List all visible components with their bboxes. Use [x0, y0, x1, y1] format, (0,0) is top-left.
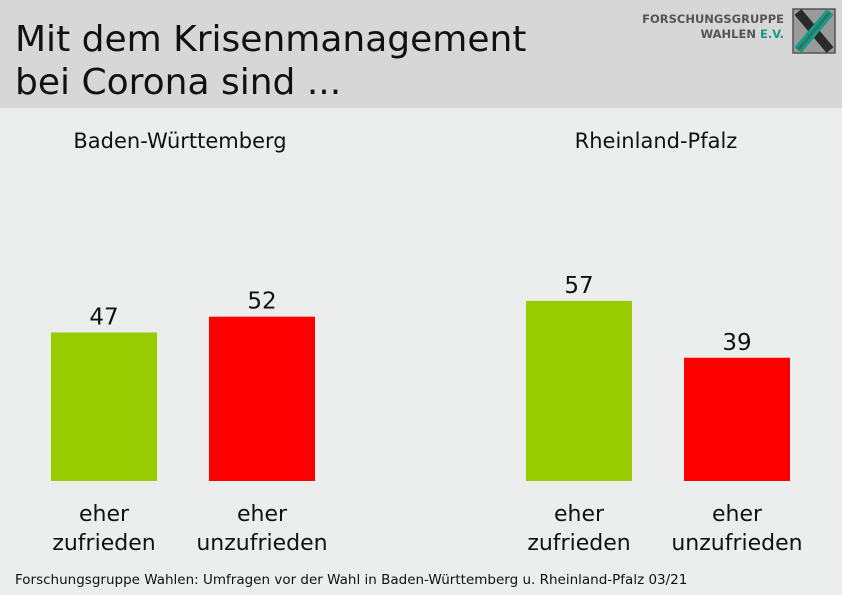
page-title: Mit dem Krisenmanagement bei Corona sind…	[15, 18, 526, 104]
source-footer: Forschungsgruppe Wahlen: Umfragen vor de…	[15, 572, 688, 588]
logo: FORSCHUNGSGRUPPE WAHLEN E.V.	[642, 8, 836, 54]
logo-line-1: FORSCHUNGSGRUPPE	[642, 12, 784, 26]
title-line-2: bei Corona sind ...	[15, 62, 342, 103]
logo-text: FORSCHUNGSGRUPPE WAHLEN E.V.	[642, 12, 784, 42]
bar-value-label: 57	[564, 273, 593, 299]
bar-value-label: 39	[722, 330, 751, 356]
category-label: unzufrieden	[671, 531, 802, 556]
bar	[51, 332, 157, 481]
category-label: unzufrieden	[196, 531, 327, 556]
category-label: eher	[712, 502, 763, 527]
chart-title: Baden-Württemberg	[73, 129, 286, 153]
title-line-1: Mit dem Krisenmanagement	[15, 19, 527, 60]
header-bar: Mit dem Krisenmanagement bei Corona sind…	[0, 0, 842, 108]
bar-charts: Baden-Württemberg 47 eher zufrieden 52 eher un…	[51, 129, 803, 556]
bar	[684, 357, 790, 481]
logo-line-2-suffix: E.V.	[759, 27, 784, 41]
category-label: zufrieden	[52, 531, 155, 556]
bar	[209, 316, 315, 481]
bar-value-label: 52	[247, 289, 276, 315]
category-label: eher	[79, 502, 130, 527]
logo-line-2: WAHLEN E.V.	[642, 27, 784, 42]
chart-title: Rheinland-Pfalz	[575, 129, 738, 153]
bar	[526, 300, 632, 481]
bar-value-label: 47	[89, 304, 118, 330]
x-logo-icon	[792, 8, 836, 54]
logo-line-2-main: WAHLEN	[700, 27, 756, 41]
category-label: eher	[554, 502, 605, 527]
category-label: zufrieden	[527, 531, 630, 556]
category-label: eher	[237, 502, 288, 527]
